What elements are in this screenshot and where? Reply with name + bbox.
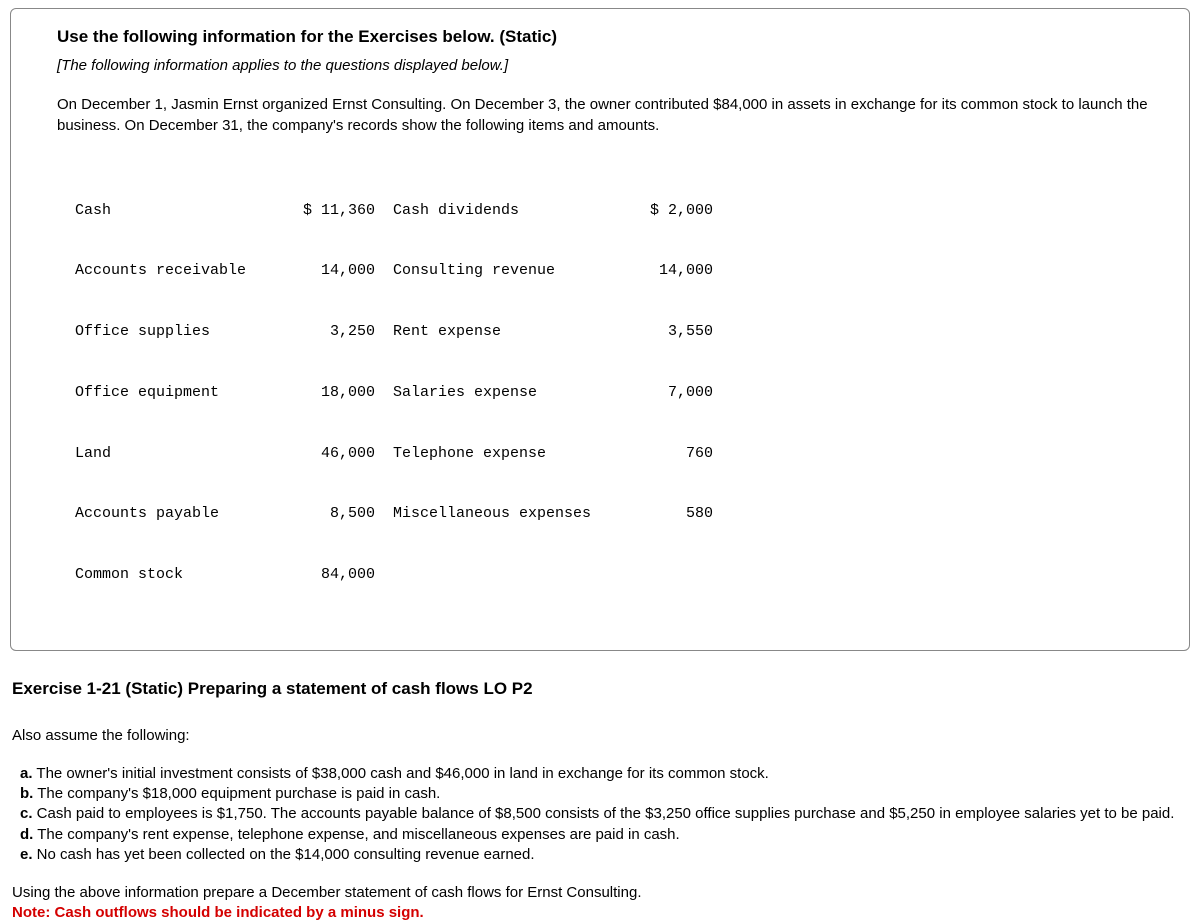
account-value: 84,000 bbox=[285, 565, 375, 585]
account-label: Telephone expense bbox=[393, 444, 623, 464]
account-value: 760 bbox=[623, 444, 713, 464]
account-value: $ 2,000 bbox=[623, 201, 713, 221]
assumption-text: No cash has yet been collected on the $1… bbox=[33, 846, 535, 863]
account-label: Accounts receivable bbox=[75, 261, 285, 281]
assume-heading: Also assume the following: bbox=[12, 727, 1188, 744]
closing-text: Using the above information prepare a De… bbox=[12, 883, 1188, 924]
right-labels: Cash dividends Consulting revenue Rent e… bbox=[393, 160, 623, 626]
accounts-table: Cash Accounts receivable Office supplies… bbox=[75, 160, 1161, 626]
account-label: Rent expense bbox=[393, 322, 623, 342]
assumption-letter: c. bbox=[20, 805, 33, 822]
assumption-letter: d. bbox=[20, 826, 33, 843]
account-value: 580 bbox=[623, 504, 713, 524]
account-label: Consulting revenue bbox=[393, 261, 623, 281]
sub-heading: [The following information applies to th… bbox=[57, 57, 1161, 74]
account-value: 14,000 bbox=[623, 261, 713, 281]
assumption-letter: b. bbox=[20, 785, 33, 802]
left-values: $ 11,360 14,000 3,250 18,000 46,000 8,50… bbox=[285, 160, 375, 626]
assumption-list: a. The owner's initial investment consis… bbox=[12, 764, 1188, 865]
assumption-item: e. No cash has yet been collected on the… bbox=[20, 845, 1188, 865]
account-label: Office equipment bbox=[75, 383, 285, 403]
main-heading: Use the following information for the Ex… bbox=[57, 27, 1161, 47]
right-column: Cash dividends Consulting revenue Rent e… bbox=[393, 160, 713, 626]
note-text: Note: Cash outflows should be indicated … bbox=[12, 903, 1188, 923]
closing-instruction: Using the above information prepare a De… bbox=[12, 883, 1188, 903]
account-label: Salaries expense bbox=[393, 383, 623, 403]
account-value: 3,250 bbox=[285, 322, 375, 342]
exercise-block: Exercise 1-21 (Static) Preparing a state… bbox=[0, 651, 1200, 924]
assumption-text: The company's $18,000 equipment purchase… bbox=[33, 785, 440, 802]
column-gap bbox=[375, 160, 393, 626]
assumption-item: d. The company's rent expense, telephone… bbox=[20, 825, 1188, 845]
intro-paragraph: On December 1, Jasmin Ernst organized Er… bbox=[57, 94, 1161, 136]
account-value: 46,000 bbox=[285, 444, 375, 464]
account-label: Office supplies bbox=[75, 322, 285, 342]
exercise-title: Exercise 1-21 (Static) Preparing a state… bbox=[12, 679, 1188, 699]
account-label: Cash bbox=[75, 201, 285, 221]
assumption-item: b. The company's $18,000 equipment purch… bbox=[20, 784, 1188, 804]
account-label: Cash dividends bbox=[393, 201, 623, 221]
info-box: Use the following information for the Ex… bbox=[10, 8, 1190, 651]
account-label: Common stock bbox=[75, 565, 285, 585]
left-column: Cash Accounts receivable Office supplies… bbox=[75, 160, 375, 626]
assumption-text: The company's rent expense, telephone ex… bbox=[33, 826, 679, 843]
account-value: 3,550 bbox=[623, 322, 713, 342]
right-values: $ 2,000 14,000 3,550 7,000 760 580 bbox=[623, 160, 713, 626]
account-label: Land bbox=[75, 444, 285, 464]
account-value: 8,500 bbox=[285, 504, 375, 524]
assumption-item: c. Cash paid to employees is $1,750. The… bbox=[20, 804, 1188, 824]
account-value: 14,000 bbox=[285, 261, 375, 281]
assumption-letter: a. bbox=[20, 765, 33, 782]
assumption-text: Cash paid to employees is $1,750. The ac… bbox=[33, 805, 1175, 822]
left-labels: Cash Accounts receivable Office supplies… bbox=[75, 160, 285, 626]
assumption-letter: e. bbox=[20, 846, 33, 863]
account-value: $ 11,360 bbox=[285, 201, 375, 221]
assumption-item: a. The owner's initial investment consis… bbox=[20, 764, 1188, 784]
account-label: Accounts payable bbox=[75, 504, 285, 524]
account-value: 18,000 bbox=[285, 383, 375, 403]
assumption-text: The owner's initial investment consists … bbox=[33, 765, 769, 782]
account-value: 7,000 bbox=[623, 383, 713, 403]
account-label: Miscellaneous expenses bbox=[393, 504, 623, 524]
